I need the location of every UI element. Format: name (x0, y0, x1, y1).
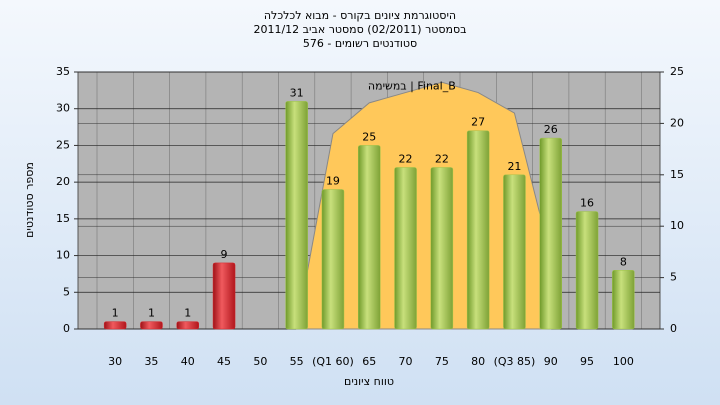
bar (503, 174, 526, 330)
bar (212, 262, 236, 330)
y-tick-label: 35 (56, 65, 70, 78)
data-label: 22 (435, 152, 449, 165)
data-label: 9 (221, 248, 228, 261)
bar (539, 137, 562, 330)
bar (466, 130, 490, 330)
x-tick-label: 90 (544, 355, 558, 368)
x-tick-label: 65 (362, 355, 376, 368)
data-label: 21 (507, 160, 521, 173)
bar (321, 189, 345, 330)
y-tick-label: 25 (56, 138, 70, 151)
bar (612, 270, 635, 330)
x-tick-label: 50 (253, 355, 267, 368)
y-tick-label: 20 (56, 175, 70, 188)
chart-subtitle: סטודנטים רשומים - 576 (303, 37, 417, 50)
bar (394, 167, 417, 330)
series-label: Final_B | במשימה (368, 79, 456, 92)
bar (103, 321, 127, 330)
y-tick-label: 5 (63, 285, 70, 298)
y2-tick-label: 5 (670, 271, 677, 284)
y2-tick-label: 25 (670, 65, 684, 78)
chart-title: היסטוגרמת ציונים בקורס - מבוא לכלכלה (264, 9, 456, 22)
x-tick-label: 95 (580, 355, 594, 368)
x-tick-label: 70 (399, 355, 413, 368)
x-tick-label: 35 (144, 355, 158, 368)
y2-tick-label: 20 (670, 116, 684, 129)
x-tick-label: 80 (471, 355, 485, 368)
x-tick-label: 30 (108, 355, 122, 368)
bar (285, 101, 308, 330)
y-tick-label: 15 (56, 212, 70, 225)
x-tick-label: (Q1 60) (312, 355, 354, 368)
x-tick-label: 55 (290, 355, 304, 368)
data-label: 27 (471, 116, 485, 129)
bar (430, 167, 454, 330)
y-tick-label: 30 (56, 102, 70, 115)
bar (358, 145, 381, 330)
data-label: 16 (580, 197, 594, 210)
data-label: 1 (184, 307, 191, 320)
data-label: 1 (148, 307, 155, 320)
data-label: 25 (362, 130, 376, 143)
chart-subtitle: בסמסטר (02/2011) סמסטר אביב 2011/12 (253, 23, 466, 36)
data-label: 1 (112, 307, 119, 320)
data-label: 31 (290, 86, 304, 99)
x-tick-label: 75 (435, 355, 449, 368)
bar (176, 321, 199, 330)
y2-tick-label: 0 (670, 322, 677, 335)
y-tick-label: 0 (63, 322, 70, 335)
data-label: 26 (544, 123, 558, 136)
y-axis-label: מספר סטודנטים (23, 162, 36, 238)
x-tick-label: 40 (181, 355, 195, 368)
y2-tick-label: 10 (670, 219, 684, 232)
bar (575, 211, 599, 330)
data-label: 8 (620, 255, 627, 268)
x-tick-label: 100 (613, 355, 634, 368)
y-tick-label: 10 (56, 249, 70, 262)
x-tick-label: (Q3 85) (494, 355, 536, 368)
bar (140, 321, 163, 330)
x-tick-label: 45 (217, 355, 231, 368)
data-label: 19 (326, 174, 340, 187)
data-label: 22 (399, 152, 413, 165)
x-axis-label: טווח ציונים (344, 375, 394, 388)
y2-tick-label: 15 (670, 168, 684, 181)
